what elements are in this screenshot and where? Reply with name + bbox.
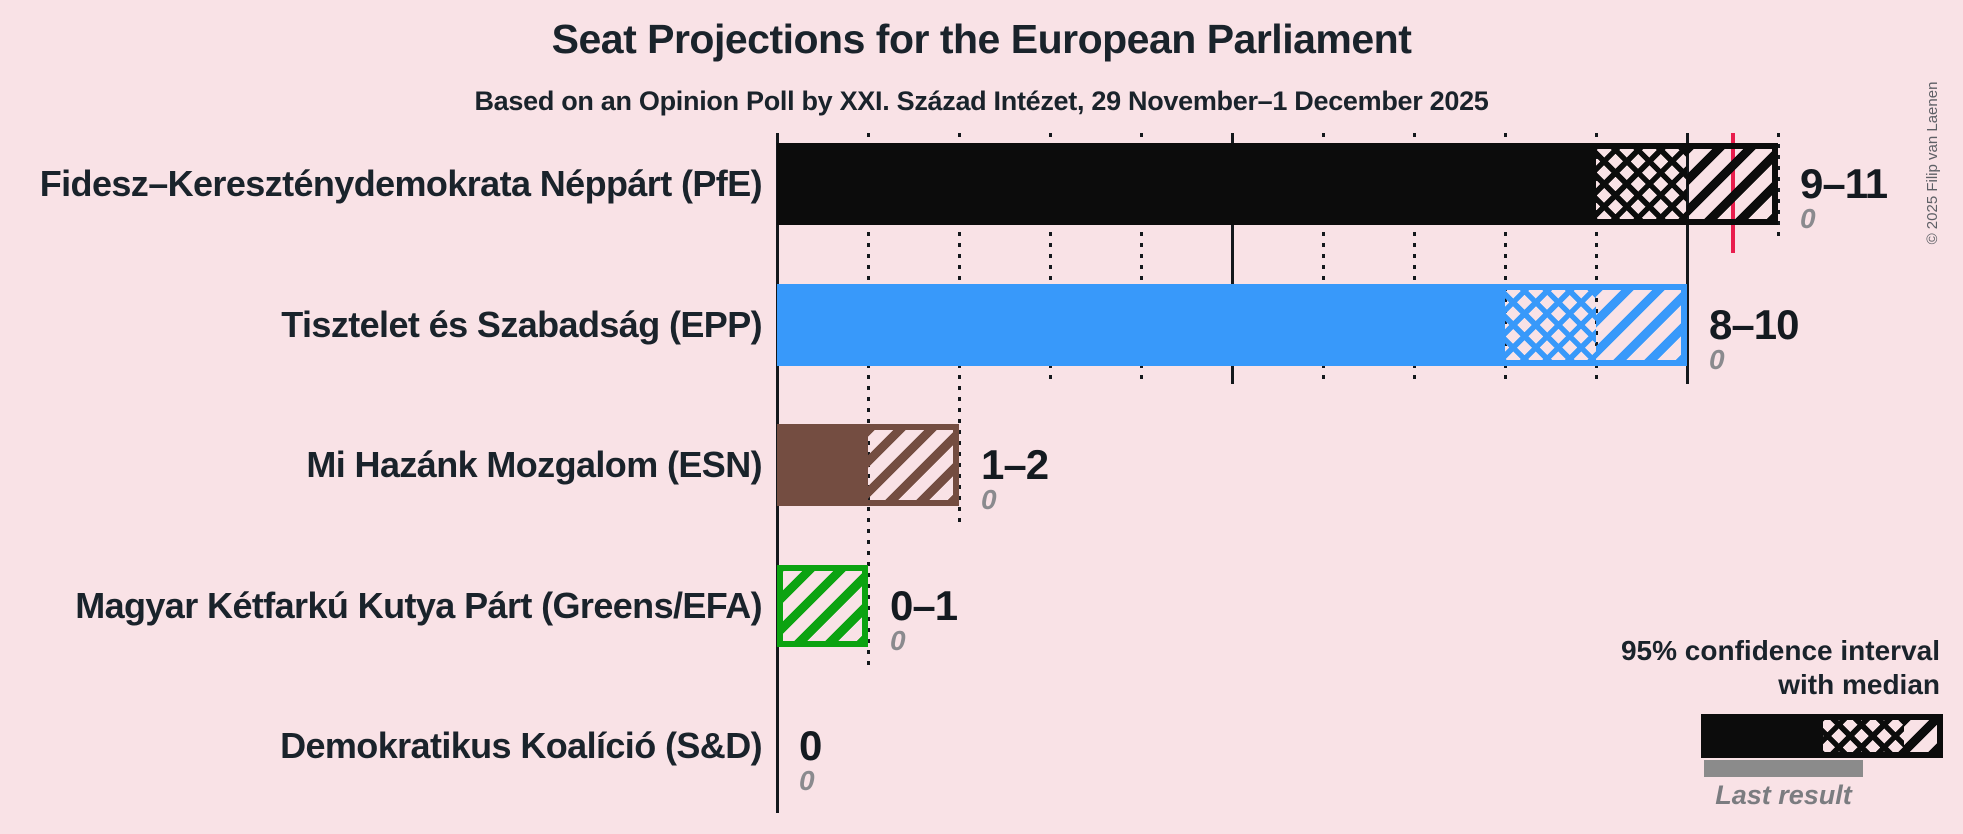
last-result-value: 0 (1709, 343, 1725, 375)
party-label: Fidesz–Kereszténydemokrata Néppárt (PfE) (39, 163, 763, 204)
legend-crosshatch-segment (1823, 714, 1904, 758)
bar-frame (777, 143, 1778, 225)
bar-crosshatch-segment (1505, 283, 1596, 366)
chart-title: Seat Projections for the European Parlia… (551, 16, 1412, 62)
seat-projection-value: 8–10 (1709, 300, 1799, 348)
seat-projection-value: 0–1 (890, 581, 958, 629)
minor-gridline (1048, 133, 1052, 384)
minor-gridline (1139, 133, 1143, 384)
legend-ci-label-line2: with median (1778, 669, 1940, 700)
legend-ci-label-line1: 95% confidence interval (1620, 635, 1940, 666)
legend-diagonal-segment (1904, 714, 1943, 758)
party-label: Tisztelet és Szabadság (EPP) (281, 303, 762, 345)
legend-sample-frame (1701, 714, 1943, 758)
legend-solid-segment (1701, 714, 1823, 758)
bar-diagonal-segment (777, 564, 868, 647)
minor-gridline (1503, 133, 1507, 384)
chart-subtitle: Based on an Opinion Poll by XXI. Század … (474, 86, 1489, 116)
legend-last-result-bar (1704, 760, 1863, 777)
legend-last-result-label: Last result (1715, 780, 1852, 810)
seat-projection-value: 9–11 (1800, 160, 1888, 207)
party-label: Magyar Kétfarkú Kutya Párt (Greens/EFA) (75, 584, 762, 626)
party-label: Demokratikus Koalíció (S&D) (280, 725, 763, 767)
bar-solid-segment (777, 283, 1505, 366)
minor-gridline (866, 133, 870, 665)
minor-gridline (1321, 133, 1325, 384)
bar-diagonal-segment (1687, 143, 1778, 225)
bar-solid-segment (777, 424, 868, 507)
last-result-value: 0 (799, 765, 815, 797)
bar-diagonal-segment (868, 424, 959, 507)
last-result-value: 0 (1800, 203, 1816, 234)
major-gridline (1230, 133, 1234, 384)
minor-gridline (1776, 133, 1780, 243)
last-result-value: 0 (890, 624, 906, 656)
bar-frame (777, 564, 868, 647)
bar-frame (777, 424, 959, 507)
legend-ci-sample-bar (1701, 714, 1943, 758)
last-result-value: 0 (981, 484, 997, 516)
bar-frame (777, 283, 1687, 366)
minor-gridline (1594, 133, 1598, 384)
bar-diagonal-segment (1596, 283, 1687, 366)
seat-projection-value: 0 (799, 722, 822, 770)
minor-gridline (1412, 133, 1416, 384)
bar-solid-segment (777, 143, 1596, 225)
bar-crosshatch-segment (1596, 143, 1687, 225)
major-gridline (1685, 133, 1689, 384)
seat-projection-value: 1–2 (981, 441, 1049, 489)
party-label: Mi Hazánk Mozgalom (ESN) (306, 444, 762, 486)
